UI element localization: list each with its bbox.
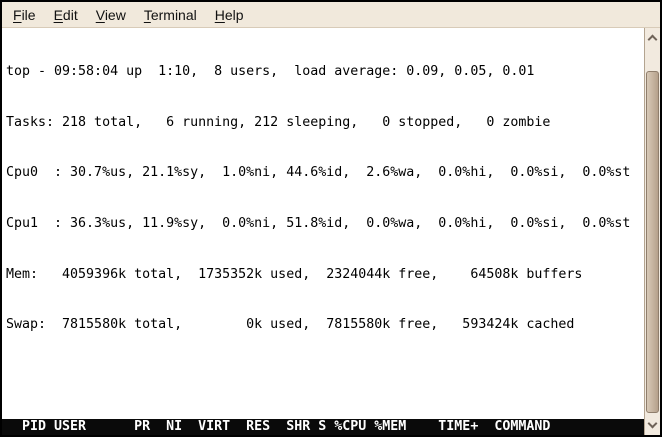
menu-item-edit[interactable]: Edit bbox=[45, 4, 87, 26]
top-summary-line: Cpu1 : 36.3%us, 11.9%sy, 0.0%ni, 51.8%id… bbox=[6, 215, 631, 231]
blank-line bbox=[6, 368, 644, 385]
menu-label: File bbox=[13, 6, 36, 23]
top-summary-line: top - 09:58:04 up 1:10, 8 users, load av… bbox=[6, 63, 535, 79]
top-summary-line: Cpu0 : 30.7%us, 21.1%sy, 1.0%ni, 44.6%id… bbox=[6, 165, 631, 181]
top-summary-line: Swap: 7815580k total, 0k used, 7815580k … bbox=[6, 317, 575, 333]
scrollbar[interactable] bbox=[644, 28, 660, 435]
menu-label: Terminal bbox=[143, 6, 197, 23]
scrollbar-thumb[interactable] bbox=[646, 71, 659, 413]
terminal-main: top - 09:58:04 up 1:10, 8 users, load av… bbox=[2, 28, 660, 435]
chevron-down-icon bbox=[647, 418, 658, 429]
chevron-up-icon bbox=[647, 34, 658, 45]
menu-item-file[interactable]: File bbox=[4, 4, 45, 26]
menu-item-view[interactable]: View bbox=[87, 4, 135, 26]
menu-label: Edit bbox=[53, 6, 78, 23]
scroll-down-button[interactable] bbox=[645, 418, 660, 432]
process-table-header: PID USER PR NI VIRT RES SHR S %CPU %MEM … bbox=[2, 418, 644, 435]
menu-label: Help bbox=[214, 6, 244, 23]
menu-item-terminal[interactable]: Terminal bbox=[135, 4, 206, 26]
top-summary-line: Mem: 4059396k total, 1735352k used, 2324… bbox=[6, 266, 583, 282]
top-summary-line: Tasks: 218 total, 6 running, 212 sleepin… bbox=[6, 114, 551, 130]
menu-bar: File Edit View Terminal Help bbox=[2, 2, 660, 28]
scroll-up-button[interactable] bbox=[645, 31, 660, 45]
menu-item-help[interactable]: Help bbox=[206, 4, 253, 26]
menu-label: View bbox=[95, 6, 126, 23]
terminal-viewport[interactable]: top - 09:58:04 up 1:10, 8 users, load av… bbox=[2, 28, 644, 435]
